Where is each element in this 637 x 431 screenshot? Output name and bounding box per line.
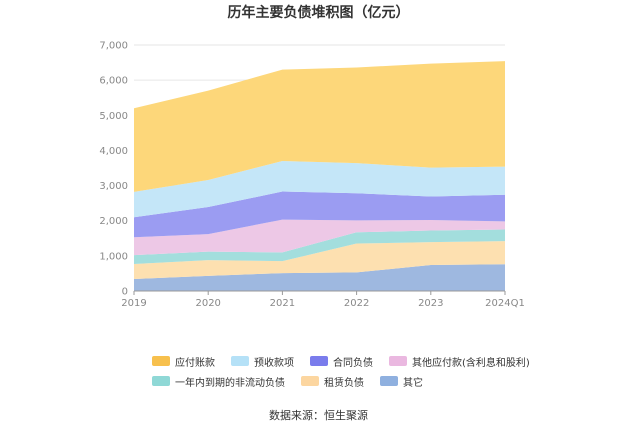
area-series[interactable] xyxy=(134,229,505,264)
x-tick-label: 2022 xyxy=(344,298,369,309)
area-series[interactable] xyxy=(134,160,505,218)
legend-swatch xyxy=(301,376,319,386)
legend-label: 其他应付款(含利息和股利) xyxy=(412,357,530,369)
legend-label: 其它 xyxy=(403,377,423,389)
area-series[interactable] xyxy=(134,241,505,280)
legend-row-2: 一年内到期的非流动负债 租赁负债 其它 xyxy=(152,373,512,389)
y-tick-label: 4,000 xyxy=(99,146,128,157)
y-tick-label: 0 xyxy=(122,287,128,298)
legend-swatch xyxy=(310,356,328,366)
legend-item-lease-liabilities[interactable]: 租赁负债 xyxy=(301,374,364,389)
legend-label: 预收款项 xyxy=(254,357,294,369)
y-tick-label: 5,000 xyxy=(99,111,128,122)
legend-item-contract-liabilities[interactable]: 合同负债 xyxy=(310,354,373,369)
chart-title: 历年主要负债堆积图（亿元） xyxy=(227,5,410,21)
data-source: 数据来源：恒生聚源 xyxy=(269,409,368,422)
legend-swatch xyxy=(152,356,170,366)
y-tick-label: 7,000 xyxy=(99,41,128,52)
legend-swatch xyxy=(380,376,398,386)
legend-swatch xyxy=(231,356,249,366)
x-tick-label: 2020 xyxy=(195,298,220,309)
area-series[interactable] xyxy=(134,191,505,238)
y-tick-label: 6,000 xyxy=(99,76,128,87)
legend-item-other-payables[interactable]: 其他应付款(含利息和股利) xyxy=(389,354,530,369)
x-tick-label: 2019 xyxy=(121,298,146,309)
legend-swatch xyxy=(389,356,407,366)
legend: 应付账款 预收款项 合同负债 其他应付款(含利息和股利) 一年内到期的非流动负债… xyxy=(152,353,530,393)
legend-item-advance-receipts[interactable]: 预收款项 xyxy=(231,354,294,369)
legend-label: 合同负债 xyxy=(333,357,373,369)
x-tick-label: 2024Q1 xyxy=(485,298,525,309)
x-tick-label: 2023 xyxy=(418,298,443,309)
legend-item-current-noncurrent-liabilities[interactable]: 一年内到期的非流动负债 xyxy=(152,374,285,389)
y-tick-label: 3,000 xyxy=(99,181,128,192)
legend-label: 租赁负债 xyxy=(324,377,364,389)
legend-item-accounts-payable[interactable]: 应付账款 xyxy=(152,354,215,369)
legend-swatch xyxy=(152,376,170,386)
legend-label: 应付账款 xyxy=(175,357,215,369)
y-tick-label: 1,000 xyxy=(99,251,128,262)
area-series[interactable] xyxy=(134,264,505,291)
x-tick-label: 2021 xyxy=(270,298,295,309)
area-series[interactable] xyxy=(134,61,505,192)
legend-row-1: 应付账款 预收款项 合同负债 其他应付款(含利息和股利) xyxy=(152,353,530,369)
y-tick-label: 2,000 xyxy=(99,216,128,227)
legend-item-others[interactable]: 其它 xyxy=(380,374,423,389)
legend-label: 一年内到期的非流动负债 xyxy=(175,377,285,389)
area-series[interactable] xyxy=(134,219,505,256)
